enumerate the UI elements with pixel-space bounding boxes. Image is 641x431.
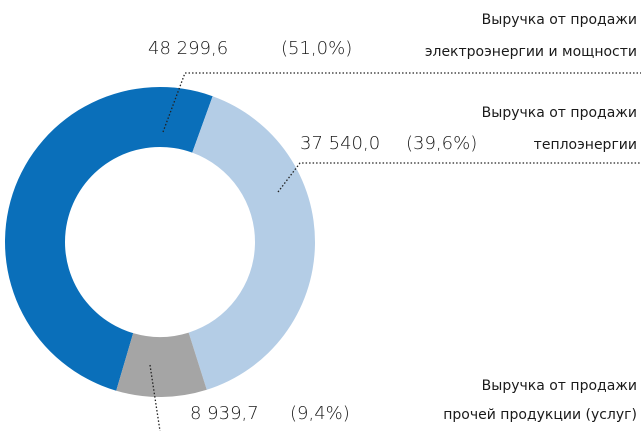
category-label: электроэнергии и мощности [425, 44, 637, 60]
donut-slice [188, 96, 316, 390]
percent-label: (9,4%) [290, 403, 350, 424]
donut-slice [4, 86, 213, 391]
percent-label: (39,6%) [406, 133, 477, 154]
leader-line [277, 162, 641, 193]
donut-slice [116, 332, 207, 397]
category-label: теплоэнергии [534, 137, 637, 153]
category-label: Выручка от продажи [482, 105, 637, 121]
category-label: Выручка от продажи [482, 12, 637, 28]
value-label: 8 939,7 [190, 403, 259, 424]
donut [4, 86, 316, 397]
percent-label: (51,0%) [281, 38, 352, 59]
category-label: прочей продукции (услуг) [443, 407, 637, 423]
value-label: 48 299,6 [148, 38, 228, 59]
leader-line [149, 364, 161, 431]
category-label: Выручка от продажи [482, 378, 637, 394]
value-label: 37 540,0 [300, 133, 380, 154]
